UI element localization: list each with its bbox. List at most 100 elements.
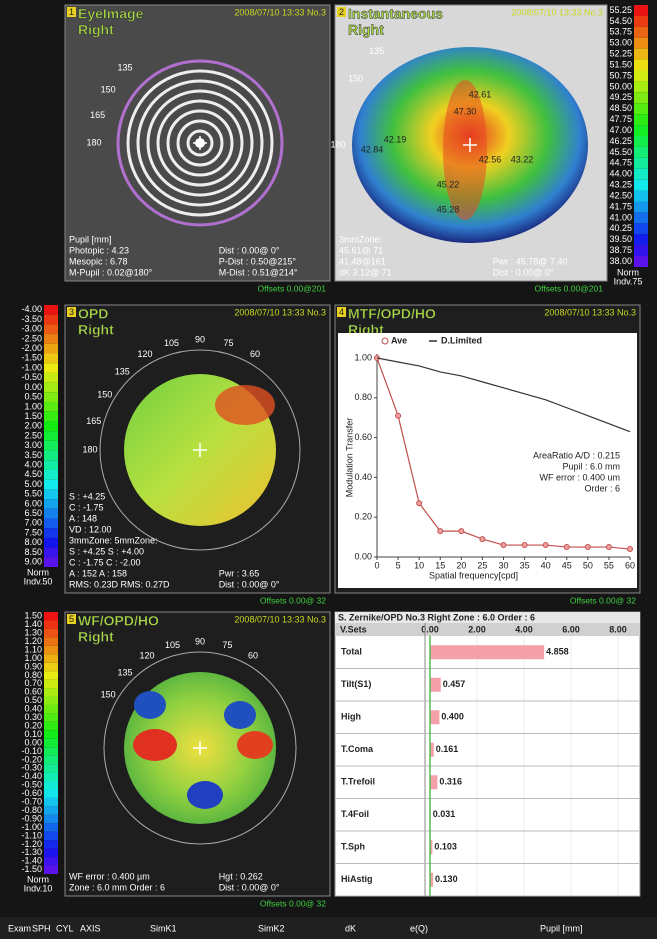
panel-date: 2008/07/10 13:33 No.3: [234, 7, 326, 17]
scale-cell: [44, 832, 58, 840]
point: [606, 545, 611, 550]
value-label: 0.457: [443, 679, 466, 689]
scale-label: 7.50: [24, 527, 42, 537]
panel-eye: Right: [78, 22, 114, 38]
column-header: V.Sets: [340, 624, 367, 634]
panel-title: MTF/OPD/HO: [348, 306, 436, 322]
scale-cell: [44, 806, 58, 814]
scale-cell: [634, 212, 648, 223]
scale-cell: [44, 747, 58, 755]
scale-cell: [44, 764, 58, 772]
panel-eye: Right: [348, 22, 384, 38]
x-tick-label: 15: [435, 560, 445, 570]
x-tick-label: 45: [562, 560, 572, 570]
x-tick-label: 40: [541, 560, 551, 570]
point: [396, 413, 401, 418]
scale-cell: [44, 548, 58, 558]
bar: [430, 678, 441, 692]
scale-label: 7.00: [24, 518, 42, 528]
scale-label: 41.00: [609, 212, 632, 222]
map-band: [443, 80, 487, 220]
scale-cell: [634, 71, 648, 82]
status-label: SPH: [32, 923, 51, 933]
panel-title: EyeImage: [78, 6, 144, 22]
scale-label: 54.50: [609, 16, 632, 26]
scale-cell: [44, 441, 58, 451]
scale-cell: [44, 383, 58, 393]
y-tick-label: 0.60: [354, 432, 372, 442]
scale-cell: [44, 722, 58, 730]
scale-label: 8.50: [24, 547, 42, 557]
info-line: M-Dist : 0.51@214°: [219, 267, 298, 277]
info-line: VD : 12.00: [69, 524, 112, 534]
scale-cell: [44, 470, 58, 480]
panel-number: 5: [69, 614, 74, 624]
panel-title: Instantaneous: [348, 6, 443, 22]
scale-cell: [44, 637, 58, 645]
value-label: 0.103: [434, 842, 457, 852]
value-label: 0.130: [435, 874, 458, 884]
dial-label: 150: [97, 389, 112, 399]
scale-cell: [634, 169, 648, 180]
scale-cell: [634, 191, 648, 202]
scale-cell: [634, 5, 648, 16]
dial-label: 150: [101, 689, 116, 699]
scale-cell: [44, 431, 58, 441]
scale-cell: [44, 480, 58, 490]
point: [501, 543, 506, 548]
point: [417, 501, 422, 506]
scale-cell: [44, 823, 58, 831]
point: [459, 529, 464, 534]
map-value: 43.22: [511, 154, 534, 164]
wf-region: [224, 701, 256, 729]
wf-region: [134, 691, 166, 719]
value-label: 0.316: [439, 777, 462, 787]
scale-cell: [44, 489, 58, 499]
scale-label: 48.50: [609, 103, 632, 113]
dial-label: 165: [86, 416, 101, 426]
scale-label: 44.75: [609, 158, 632, 168]
scale-label: 39.50: [609, 234, 632, 244]
dial-label: 150: [101, 84, 116, 94]
scale-footer: Indv.75: [614, 276, 643, 286]
map-value: 45.22: [437, 179, 460, 189]
scale-label: 38.00: [609, 256, 632, 266]
scale-cell: [44, 789, 58, 797]
category-label: High: [341, 712, 361, 722]
legend-label: D.Limited: [441, 335, 482, 345]
y-tick-label: 0.00: [354, 551, 372, 561]
wf-region: [187, 781, 223, 809]
x-tick-label: 50: [583, 560, 593, 570]
scale-label: 2.00: [24, 421, 42, 431]
panel-date: 2008/07/10 13:33 No.3: [544, 307, 636, 317]
x-axis-title: Spatial frequency[cpd]: [429, 570, 518, 580]
point: [543, 543, 548, 548]
map-value: 42.56: [479, 154, 502, 164]
info-line: WF error : 0.400 µm: [69, 871, 150, 881]
scale-cell: [634, 103, 648, 114]
panel-date: 2008/07/10 13:33 No.3: [511, 7, 603, 17]
bar: [430, 645, 544, 659]
scale-cell: [634, 256, 648, 267]
panel-title: WF/OPD/HO: [78, 613, 159, 629]
info-line: Zone : 6.0 mm Order : 6: [69, 882, 165, 892]
info-line: 3mmZone:: [339, 234, 382, 244]
bar: [430, 775, 437, 789]
x-tick-label: 25: [477, 560, 487, 570]
dial-label: 90: [195, 334, 205, 344]
scale-cell: [44, 373, 58, 383]
status-label: CYL: [56, 923, 74, 933]
scale-cell: [44, 857, 58, 865]
category-label: Total: [341, 647, 362, 657]
point: [628, 547, 633, 552]
scale-cell: [44, 620, 58, 628]
point: [480, 537, 485, 542]
dial-label: 135: [118, 667, 133, 677]
value-label: 0.400: [441, 712, 464, 722]
scale-cell: [44, 866, 58, 874]
scale-label: -2.50: [21, 333, 42, 343]
scale-cell: [44, 781, 58, 789]
scale-cell: [44, 612, 58, 620]
legend-label: Ave: [391, 335, 407, 345]
scale-cell: [634, 81, 648, 92]
